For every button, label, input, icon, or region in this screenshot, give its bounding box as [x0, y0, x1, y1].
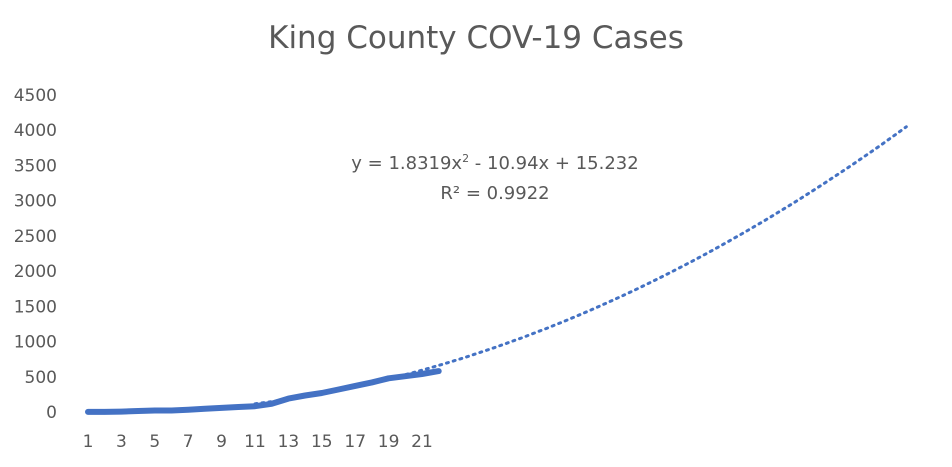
y-tick-label: 3500	[14, 156, 57, 176]
y-axis: 0 500 1000 1500 2000 2500 3000 3500 4000 4500	[14, 86, 57, 423]
x-tick-label: 1	[83, 432, 94, 452]
y-tick-label: 4500	[14, 86, 57, 106]
x-tick-label: 19	[378, 432, 400, 452]
series-line	[85, 368, 442, 415]
x-tick-label: 9	[216, 432, 227, 452]
x-tick-label: 7	[183, 432, 194, 452]
chart-title: King County COV-19 Cases	[268, 20, 684, 56]
y-tick-label: 1000	[14, 333, 57, 353]
x-tick-label: 5	[149, 432, 160, 452]
x-axis: 1 3 5 7 9 11 13 15 17 19 21	[83, 432, 433, 452]
x-tick-label: 13	[278, 432, 300, 452]
y-tick-label: 0	[46, 403, 57, 423]
x-tick-label: 17	[344, 432, 366, 452]
x-tick-label: 11	[244, 432, 266, 452]
y-tick-label: 3000	[14, 192, 57, 212]
trendline-r-squared: R² = 0.9922	[440, 183, 550, 204]
trendline-layer	[253, 125, 908, 406]
y-tick-label: 500	[25, 368, 57, 388]
x-tick-label: 21	[411, 432, 433, 452]
trendline-equation: y = 1.8319x2 - 10.94x + 15.232	[351, 152, 639, 174]
y-tick-label: 2500	[14, 227, 57, 247]
y-tick-label: 1500	[14, 297, 57, 317]
y-tick-label: 2000	[14, 262, 57, 282]
y-tick-label: 4000	[14, 121, 57, 141]
x-tick-label: 3	[116, 432, 127, 452]
trendline	[253, 125, 908, 406]
series-layer	[85, 368, 442, 415]
x-tick-label: 15	[311, 432, 333, 452]
